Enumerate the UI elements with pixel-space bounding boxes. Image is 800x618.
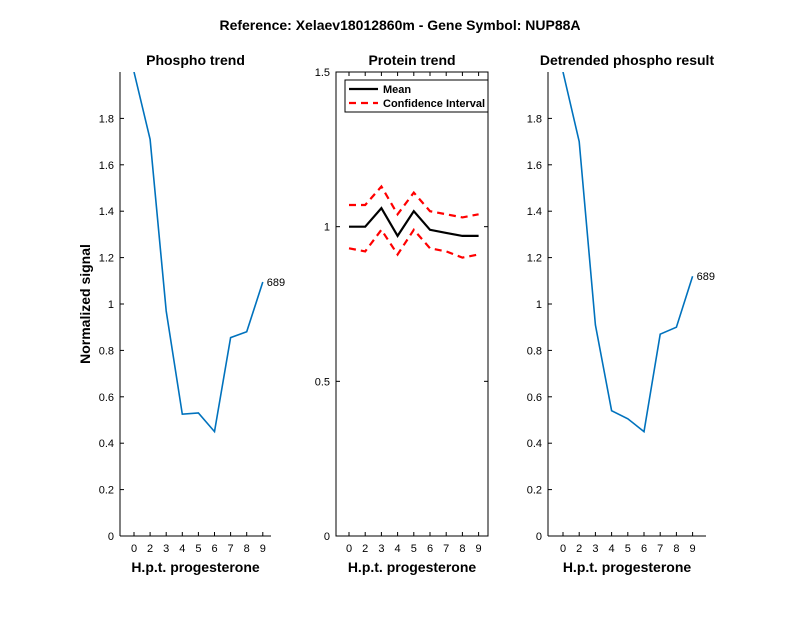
figure-title: Reference: Xelaev18012860m - Gene Symbol…: [219, 17, 580, 33]
x-tick-label: 8: [459, 543, 465, 555]
panel-title: Protein trend: [368, 52, 455, 68]
y-tick-label: 1.6: [527, 160, 542, 172]
y-tick-label: 1: [108, 299, 114, 311]
x-tick-label: 5: [625, 543, 631, 555]
y-tick-label: 0.6: [527, 392, 542, 404]
axes-box: [335, 71, 489, 537]
x-tick-label: 4: [395, 543, 401, 555]
y-tick-label: 0: [108, 531, 114, 543]
y-tick-label: 0.5: [315, 376, 330, 388]
y-tick-label: 0.8: [99, 345, 114, 357]
x-tick-label: 2: [147, 543, 153, 555]
y-tick-label: 1.4: [527, 206, 542, 218]
x-tick-label: 2: [362, 543, 368, 555]
y-tick-label: 0.2: [527, 485, 542, 497]
x-tick-label: 6: [211, 543, 217, 555]
y-tick-label: 0.6: [99, 392, 114, 404]
panels: 00.20.40.60.811.21.41.61.80 2 3 4 5 6 7 8 9Phosp…: [77, 52, 715, 575]
x-tick-label: 0: [346, 543, 352, 555]
x-tick-label: 9: [690, 543, 696, 555]
series-line-1: [562, 72, 694, 434]
x-tick-label: 3: [163, 543, 169, 555]
y-tick-label: 0.4: [99, 438, 114, 450]
x-tick-label: 4: [179, 543, 185, 555]
y-tick-label: 1.2: [527, 253, 542, 265]
x-tick-label: 7: [228, 543, 234, 555]
legend-entry: Confidence Interval: [383, 98, 485, 110]
panel-title: Detrended phospho result: [540, 52, 715, 68]
y-tick-label: 1: [536, 299, 542, 311]
x-tick-label: 7: [657, 543, 663, 555]
y-tick-label: 0.2: [99, 485, 114, 497]
x-tick-label: 3: [592, 543, 598, 555]
x-tick-label: 9: [476, 543, 482, 555]
series-end-label: 689: [267, 277, 285, 289]
x-tick-label: 0: [560, 543, 566, 555]
y-tick-label: 0: [536, 531, 542, 543]
legend-entry: Mean: [383, 84, 411, 96]
x-tick-label: 5: [195, 543, 201, 555]
y-axis-label: Normalized signal: [77, 244, 93, 364]
y-tick-label: 0: [324, 531, 330, 543]
panel-title: Phospho trend: [146, 52, 245, 68]
panel-3: 00.20.40.60.811.21.41.61.80 2 3 4 5 6 7 8 9Detre…: [527, 52, 715, 575]
series-line-2: [349, 184, 479, 219]
series-line-1: [133, 72, 264, 434]
y-tick-label: 1.2: [99, 253, 114, 265]
x-tick-label: 8: [673, 543, 679, 555]
panel-1: 00.20.40.60.811.21.41.61.80 2 3 4 5 6 7 8 9Phosp…: [77, 52, 285, 575]
y-tick-label: 0.8: [527, 345, 542, 357]
x-axis-label: H.p.t. progesterone: [563, 559, 692, 575]
x-tick-label: 3: [378, 543, 384, 555]
x-tick-label: 0: [131, 543, 137, 555]
y-tick-label: 1: [324, 222, 330, 234]
legend: Mean Confidence Interval: [344, 79, 489, 113]
legend-box: [344, 79, 489, 113]
x-tick-label: 9: [260, 543, 266, 555]
y-tick-label: 0.4: [527, 438, 542, 450]
x-tick-label: 7: [443, 543, 449, 555]
x-axis-label: H.p.t. progesterone: [348, 559, 477, 575]
y-tick-label: 1.8: [527, 113, 542, 125]
x-tick-label: 6: [427, 543, 433, 555]
series-end-label: 689: [697, 271, 715, 283]
series-line-3: [348, 227, 479, 259]
x-tick-label: 8: [244, 543, 250, 555]
y-tick-label: 1.6: [99, 160, 114, 172]
y-tick-label: 1.4: [99, 206, 114, 218]
series-line-1: [349, 206, 479, 238]
x-tick-label: 5: [411, 543, 417, 555]
y-tick-label: 1.8: [99, 113, 114, 125]
y-tick-label: 1.5: [315, 67, 330, 79]
x-tick-label: 2: [576, 543, 582, 555]
x-axis-label: H.p.t. progesterone: [131, 559, 260, 575]
x-tick-label: 4: [609, 543, 615, 555]
x-tick-label: 6: [641, 543, 647, 555]
